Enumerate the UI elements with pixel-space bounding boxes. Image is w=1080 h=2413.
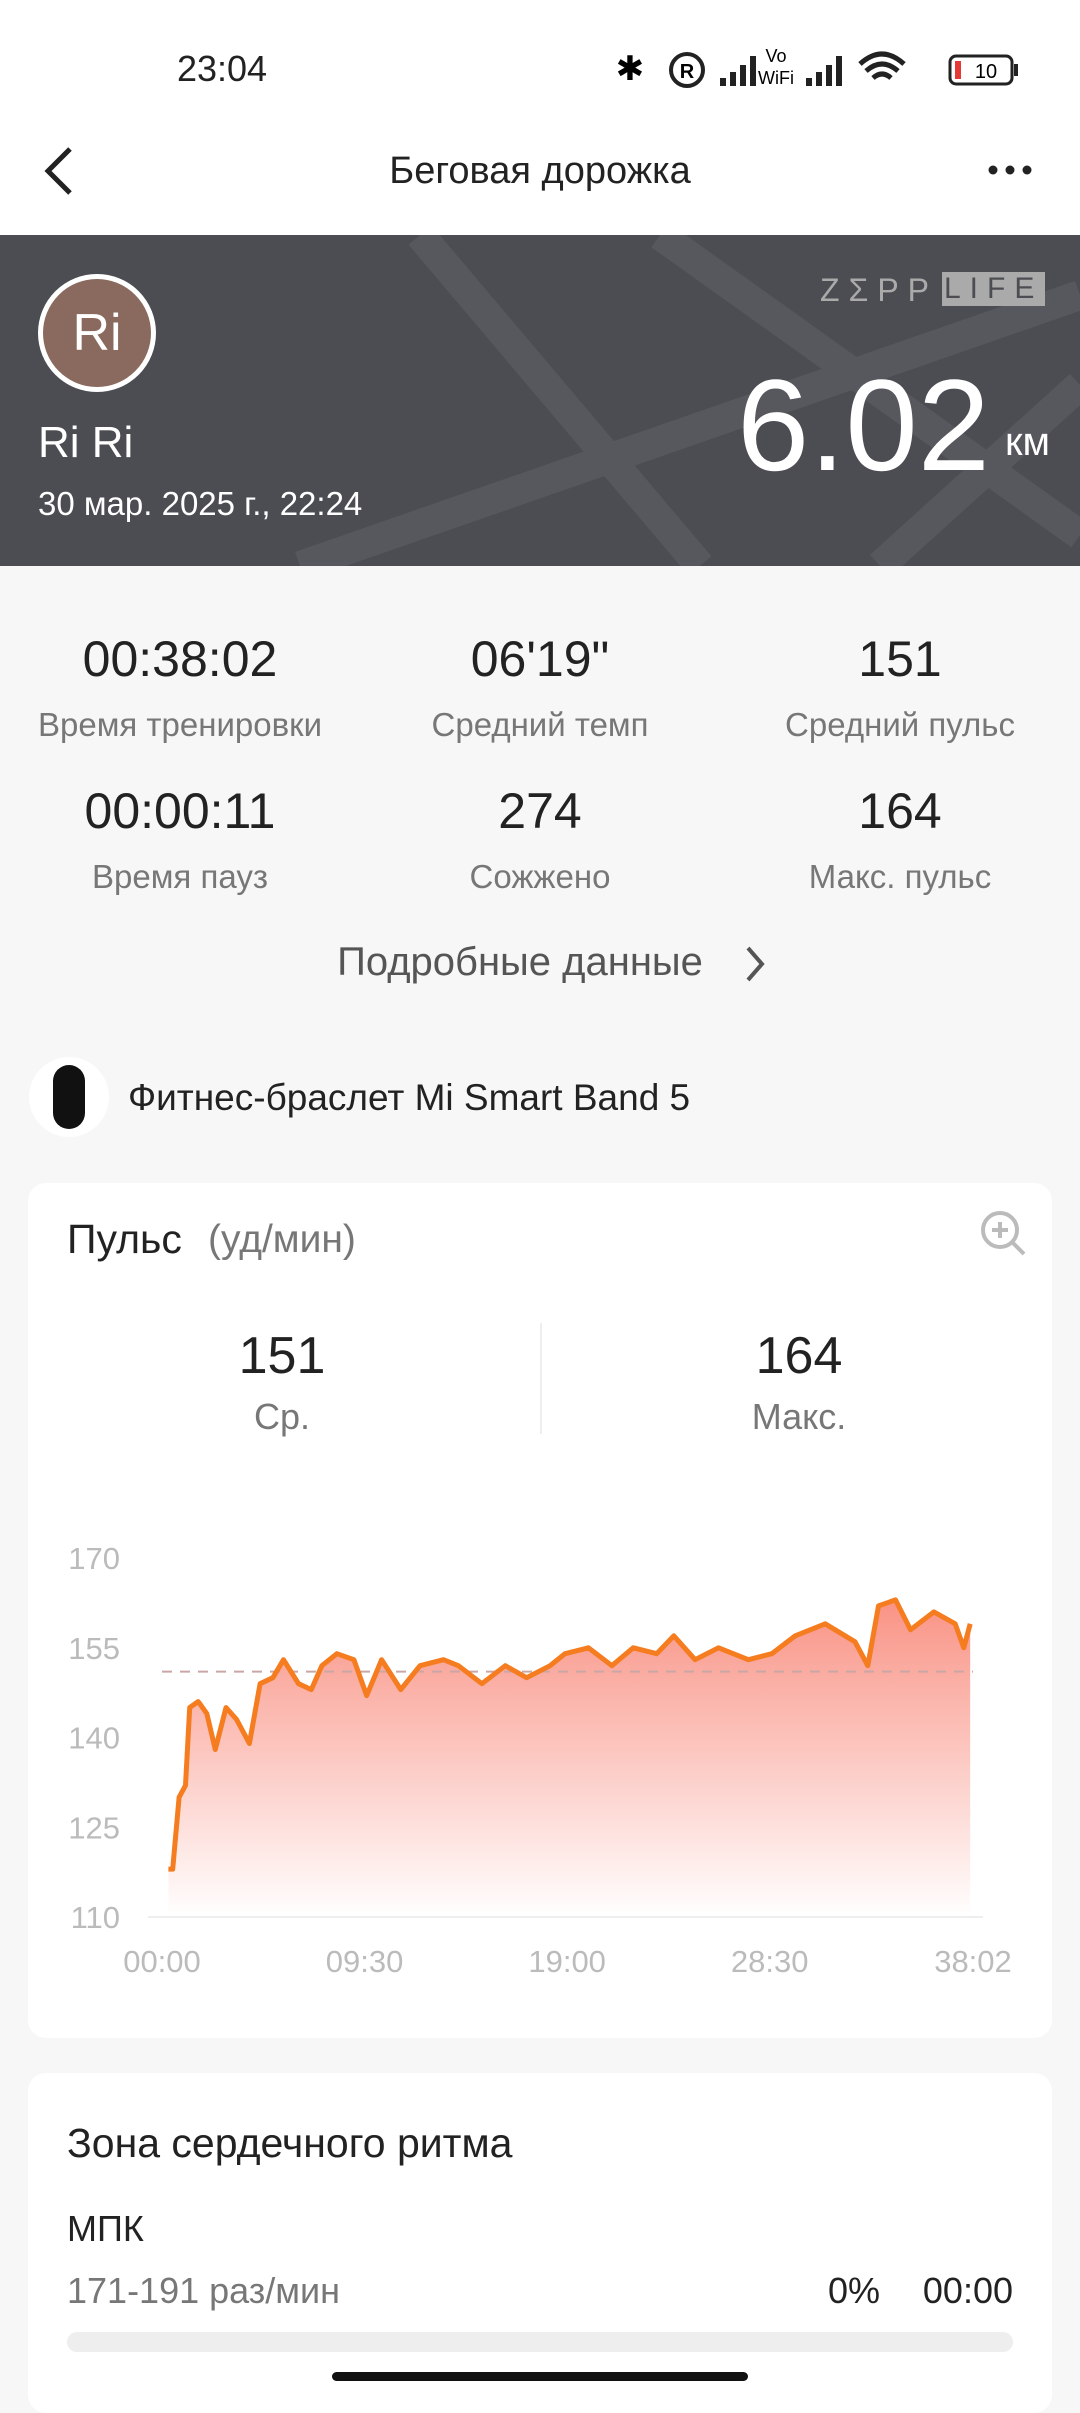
zone-range: 171-191 раз/мин — [67, 2270, 341, 2311]
r-letter: R — [680, 61, 695, 83]
battery-level — [955, 61, 961, 79]
stat-value: 00:38:02 — [82, 631, 278, 687]
banner-pattern — [295, 235, 1080, 566]
avatar: Ri — [38, 274, 156, 392]
zone-name: МПК — [67, 2208, 144, 2249]
distance-unit: км — [1005, 420, 1050, 464]
stat-label: Время тренировки — [37, 706, 323, 743]
stat-label: Время пауз — [92, 858, 268, 895]
bluetooth-icon: ✱ — [616, 50, 645, 88]
summary-value: 164 — [755, 1327, 843, 1385]
zone-percent: 0% — [827, 2270, 880, 2311]
line — [168, 1597, 973, 1872]
y-tick-label: 110 — [71, 1900, 120, 1935]
zone-time: 00:00 — [922, 2270, 1013, 2311]
stat-value: 00:00:11 — [84, 783, 276, 839]
stat-value: 164 — [858, 783, 942, 839]
top-area — [0, 0, 1080, 235]
user-name: Ri Ri — [38, 418, 134, 467]
zoom-button[interactable] — [978, 1208, 1028, 1258]
status-icons: ✱ R Vo WiFi 10 — [616, 46, 1018, 88]
summary-label: Ср. — [253, 1396, 311, 1437]
status-time: 23:04 — [176, 48, 268, 89]
x-tick-label: 38:02 — [934, 1944, 1012, 1979]
x-tick-label: 19:00 — [528, 1944, 606, 1979]
battery — [948, 54, 1014, 86]
r-icon — [669, 52, 705, 88]
zone-card — [28, 2073, 1052, 2413]
summary-value: 151 — [238, 1327, 326, 1385]
summary-label: Макс. — [751, 1396, 847, 1437]
logo-zepp: ZΣPP — [820, 272, 939, 308]
back-button[interactable] — [40, 145, 80, 197]
signal-1 — [720, 56, 756, 86]
header-title: Беговая дорожка — [389, 150, 691, 192]
y-tick-label: 125 — [68, 1810, 120, 1845]
x-tick-label: 09:30 — [326, 1944, 404, 1979]
more-button[interactable] — [985, 160, 1035, 180]
home-indicator — [332, 2372, 748, 2381]
y-tick-label: 140 — [68, 1721, 120, 1756]
heart-rate-chart: 110 125 140 155 170 00:00 09:30 19:00 28:30 38:02 — [68, 1541, 1012, 1979]
stat-label: Средний пульс — [785, 706, 1015, 743]
area-fill — [168, 1599, 971, 1917]
stat-label: Сожжено — [469, 858, 611, 895]
zone-progress — [67, 2332, 1013, 2352]
y-tick-label: 170 — [68, 1541, 120, 1576]
y-tick-label: 155 — [68, 1631, 120, 1666]
summary-divider — [540, 1323, 542, 1434]
stat-label: Макс. пульс — [808, 858, 992, 895]
device-icon — [29, 1057, 109, 1137]
details-link[interactable]: Подробные данные — [337, 940, 703, 984]
wifi-icon — [858, 51, 906, 80]
stat-value: 274 — [498, 783, 582, 839]
logo-life: LIFE — [942, 272, 1046, 306]
wifi-text: WiFi — [758, 68, 794, 88]
device-name: Фитнес-браслет Mi Smart Band 5 — [128, 1077, 691, 1118]
chart-subtitle: (уд/мин) — [208, 1218, 356, 1261]
zone-title: Зона сердечного ритма — [67, 2120, 513, 2166]
x-tick-label: 28:30 — [731, 1944, 809, 1979]
chart-title: Пульс — [67, 1216, 182, 1262]
battery-tip — [1014, 64, 1018, 76]
battery-text: 10 — [975, 61, 997, 83]
banner — [0, 235, 1080, 566]
stat-label: Средний темп — [431, 706, 649, 743]
distance: 6.02 — [736, 352, 990, 498]
signal-2 — [806, 56, 842, 86]
stat-value: 151 — [858, 631, 942, 687]
workout-date: 30 мар. 2025 г., 22:24 — [38, 485, 363, 522]
vo-text: Vo — [765, 46, 786, 66]
x-tick-label: 00:00 — [123, 1944, 201, 1979]
details-chevron — [746, 946, 765, 982]
stat-value: 06'19" — [470, 631, 610, 687]
